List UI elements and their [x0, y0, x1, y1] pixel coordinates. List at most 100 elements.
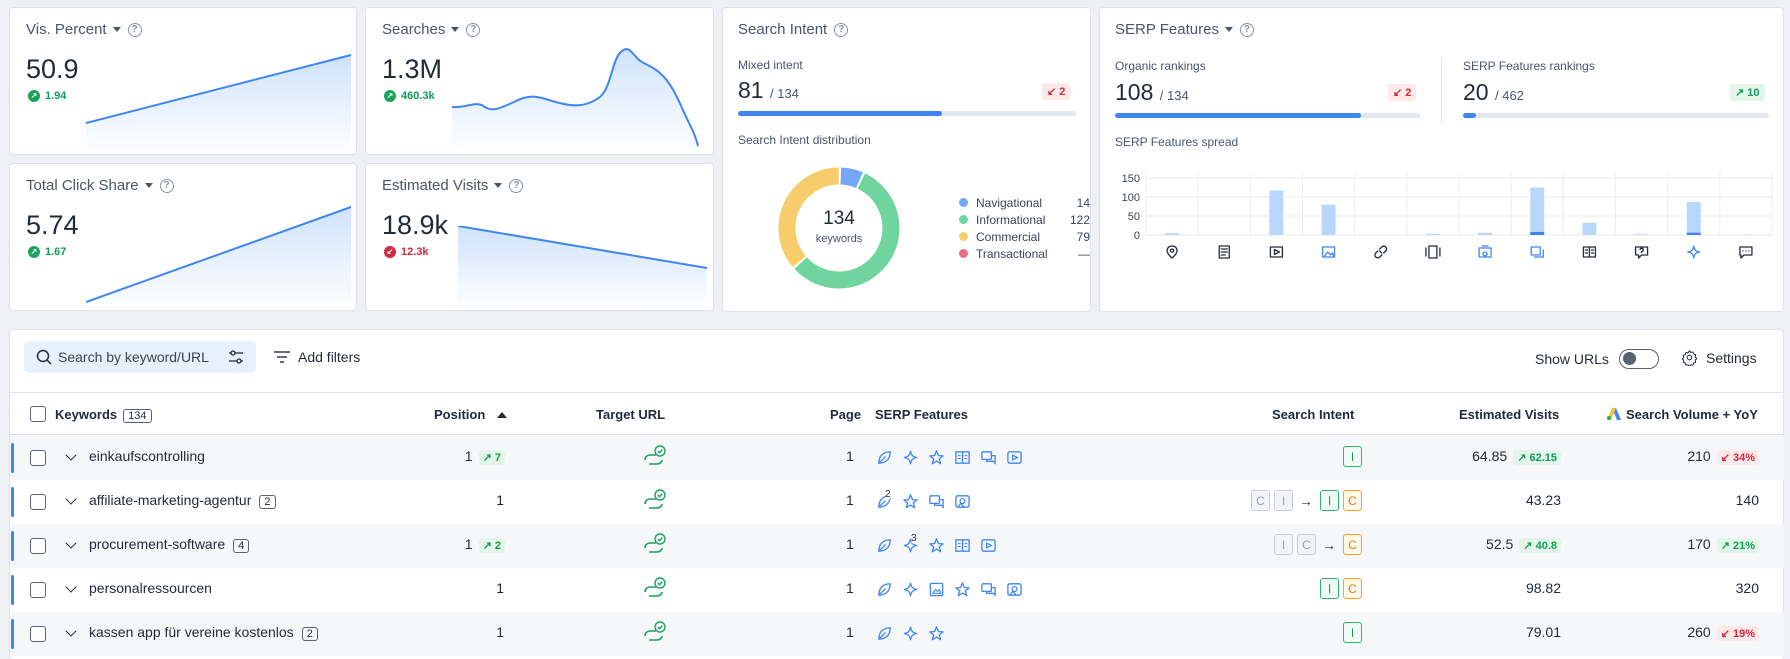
top-stories-icon[interactable]: [1479, 246, 1491, 257]
intent-badge[interactable]: I: [1320, 490, 1339, 511]
target-url-link-icon[interactable]: [641, 620, 667, 646]
ai-overview-icon[interactable]: [1688, 246, 1700, 258]
image-pack-icon[interactable]: [1323, 247, 1335, 257]
searches-title[interactable]: Searches?: [382, 21, 480, 38]
row-checkbox[interactable]: [30, 626, 46, 642]
help-icon[interactable]: ?: [834, 23, 848, 37]
bar-feature[interactable]: [1687, 233, 1701, 235]
select-all-checkbox[interactable]: [30, 406, 46, 422]
settings-button[interactable]: Settings: [1681, 349, 1757, 366]
click-share-title[interactable]: Total Click Share?: [26, 177, 174, 194]
target-url-link-icon[interactable]: [641, 576, 667, 602]
caret-down-icon[interactable]: [451, 27, 459, 32]
row-checkbox[interactable]: [30, 450, 46, 466]
serp-features-cell[interactable]: [876, 625, 945, 642]
intent-badge[interactable]: I: [1343, 446, 1362, 467]
donut-segment[interactable]: [841, 176, 860, 180]
row-checkbox[interactable]: [30, 538, 46, 554]
chevron-down-icon[interactable]: [65, 537, 76, 548]
local-pack-icon[interactable]: [1167, 246, 1177, 258]
keyword-count-badge[interactable]: 4: [233, 539, 249, 553]
bar-organic[interactable]: [1635, 234, 1649, 235]
serp-features-cell[interactable]: 3: [876, 537, 997, 554]
serp-features-cell[interactable]: [876, 449, 1023, 466]
intent-badge[interactable]: C: [1297, 534, 1316, 555]
intent-badge[interactable]: I: [1274, 490, 1293, 511]
caret-down-icon[interactable]: [1225, 27, 1233, 32]
bar-organic[interactable]: [1582, 223, 1596, 235]
serp-features-title[interactable]: SERP Features?: [1115, 21, 1254, 38]
reviews-icon[interactable]: [1740, 247, 1752, 258]
legend-item[interactable]: Transactional—: [959, 245, 1090, 262]
help-icon[interactable]: ?: [1240, 23, 1254, 37]
bar-organic[interactable]: [1478, 233, 1492, 235]
chevron-down-icon[interactable]: [65, 581, 76, 592]
estimated-visits-header[interactable]: Estimated Visits: [1459, 407, 1559, 422]
chevron-down-icon[interactable]: [65, 625, 76, 636]
sort-asc-icon[interactable]: [497, 412, 507, 418]
filter-sliders-icon[interactable]: [228, 350, 244, 364]
bar-organic[interactable]: [1426, 234, 1440, 235]
intent-badge[interactable]: C: [1343, 534, 1362, 555]
help-icon[interactable]: ?: [509, 179, 523, 193]
intent-badge[interactable]: C: [1251, 490, 1270, 511]
faq-icon[interactable]: [1636, 247, 1648, 258]
help-icon[interactable]: ?: [466, 23, 480, 37]
page-header[interactable]: Page: [830, 407, 861, 422]
row-checkbox[interactable]: [30, 494, 46, 510]
keyword-cell[interactable]: personalressourcen: [89, 580, 212, 596]
donut-segment[interactable]: [801, 181, 891, 280]
target-url-header[interactable]: Target URL: [596, 407, 665, 422]
position-header[interactable]: Position: [434, 407, 507, 422]
caret-down-icon[interactable]: [494, 183, 502, 188]
search-intent-header[interactable]: Search Intent: [1272, 407, 1354, 422]
images-icon[interactable]: [1531, 247, 1543, 257]
search-intent-cell[interactable]: I: [1339, 446, 1362, 467]
help-icon[interactable]: ?: [128, 23, 142, 37]
bar-organic[interactable]: [1530, 188, 1544, 236]
target-url-link-icon[interactable]: [641, 488, 667, 514]
bar-feature[interactable]: [1530, 232, 1544, 235]
help-icon[interactable]: ?: [160, 179, 174, 193]
vis-percent-title[interactable]: Vis. Percent?: [26, 21, 142, 38]
intent-badge[interactable]: I: [1320, 578, 1339, 599]
intent-badge[interactable]: I: [1274, 534, 1293, 555]
intent-badge[interactable]: I: [1343, 622, 1362, 643]
estimated-visits-title[interactable]: Estimated Visits?: [382, 177, 523, 194]
bar-organic[interactable]: [1322, 205, 1336, 235]
featured-snippet-icon[interactable]: [1219, 246, 1229, 258]
show-urls-toggle[interactable]: [1619, 349, 1659, 369]
carousel-icon[interactable]: [1426, 246, 1440, 258]
knowledge-panel-icon[interactable]: [1583, 247, 1595, 257]
intent-badge[interactable]: C: [1343, 578, 1362, 599]
table-row[interactable]: einkaufscontrolling 1↗ 7 1 I 64.85↗ 62.1…: [10, 436, 1784, 480]
search-intent-cell[interactable]: I: [1339, 622, 1362, 643]
target-url-link-icon[interactable]: [641, 532, 667, 558]
keyword-cell[interactable]: einkaufscontrolling: [89, 448, 205, 464]
video-icon[interactable]: [1270, 247, 1282, 257]
bar-organic[interactable]: [1165, 233, 1179, 235]
search-volume-header[interactable]: Search Volume + YoY: [1607, 407, 1758, 422]
bar-organic[interactable]: [1269, 191, 1283, 235]
caret-down-icon[interactable]: [113, 27, 121, 32]
chevron-down-icon[interactable]: [65, 493, 76, 504]
row-checkbox[interactable]: [30, 582, 46, 598]
target-url-link-icon[interactable]: [641, 444, 667, 470]
serp-features-cell[interactable]: 2: [876, 493, 971, 510]
serp-features-cell[interactable]: [876, 581, 1023, 598]
chevron-down-icon[interactable]: [65, 449, 76, 460]
sitelinks-icon[interactable]: [1375, 246, 1387, 258]
bar-organic[interactable]: [1687, 202, 1701, 235]
